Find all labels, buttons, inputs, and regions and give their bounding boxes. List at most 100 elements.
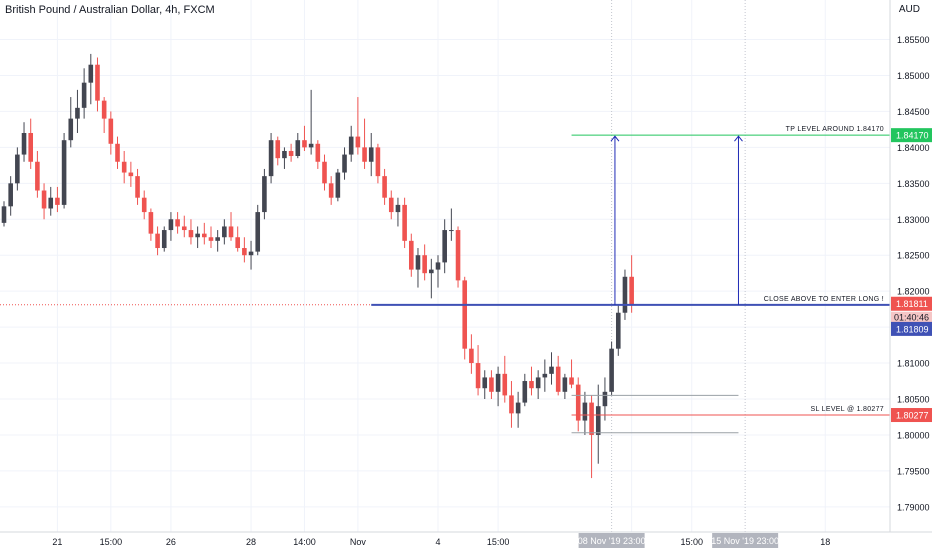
- candle-up: [48, 197, 54, 209]
- candle-down: [388, 197, 394, 213]
- candle-up: [1, 206, 7, 223]
- candle-up: [482, 377, 488, 389]
- time-tick-label: 18: [820, 537, 830, 547]
- candle-down: [589, 402, 594, 435]
- candle-down: [362, 147, 367, 162]
- candle-down: [28, 133, 34, 162]
- candle-up: [562, 377, 568, 392]
- current-price-tag: 1.81811: [896, 299, 928, 309]
- price-axis-bg: [890, 0, 932, 550]
- tp-level-label: TP LEVEL AROUND 1.84170: [786, 126, 884, 133]
- tp-price-tag: 1.84170: [896, 131, 929, 141]
- candle-up: [435, 262, 441, 270]
- candle-up: [262, 176, 267, 213]
- date-tag-label: 08 Nov '19 23:00: [578, 536, 646, 546]
- candle-down: [95, 64, 100, 101]
- price-tick-label: 1.83000: [897, 215, 930, 225]
- candle-up: [442, 230, 447, 263]
- candle-up: [282, 150, 287, 159]
- candle-up: [368, 147, 374, 162]
- price-tick-label: 1.85500: [897, 35, 930, 45]
- candle-up: [602, 391, 608, 407]
- candle-up: [449, 230, 454, 232]
- candles: [1, 53, 634, 479]
- time-tick-label: 28: [246, 537, 256, 547]
- candle-up: [295, 140, 301, 157]
- candle-up: [81, 82, 87, 108]
- time-tick-label: 4: [435, 537, 440, 547]
- candle-up: [515, 402, 521, 414]
- candle-down: [41, 190, 47, 209]
- candle-up: [582, 402, 588, 421]
- price-tick-label: 1.80000: [897, 430, 930, 440]
- candle-down: [382, 176, 387, 198]
- sl-level-label: SL LEVEL @ 1.80277: [811, 406, 884, 413]
- candle-down: [475, 363, 481, 389]
- drawings: TP LEVEL AROUND 1.84170 CLOSE ABOVE TO EN…: [0, 126, 890, 434]
- candle-up: [522, 381, 528, 403]
- candle-up: [542, 373, 548, 378]
- candle-down: [375, 147, 381, 177]
- entry-level-label: CLOSE ABOVE TO ENTER LONG !: [764, 296, 884, 303]
- date-tag-bg: [578, 533, 645, 548]
- price-tick-label: 1.82000: [897, 287, 930, 297]
- candle-up: [61, 140, 67, 205]
- sl-price-tag-bg: [891, 408, 932, 423]
- price-tick-label: 1.81000: [897, 359, 930, 369]
- candle-down: [402, 204, 407, 241]
- candle-down: [188, 230, 194, 238]
- candle-down: [108, 118, 114, 144]
- candle-up: [222, 226, 227, 238]
- candle-up: [248, 251, 254, 256]
- chart-title: British Pound / Australian Dollar, 4h, F…: [5, 4, 215, 16]
- date-tag-bg: [712, 533, 779, 548]
- candle-down: [242, 248, 247, 256]
- candle-down: [408, 240, 414, 270]
- date-tag-label: 15 Nov '19 23:00: [711, 536, 779, 546]
- price-tick-label: 1.79000: [897, 502, 930, 512]
- candle-down: [202, 233, 207, 238]
- candle-down: [322, 161, 327, 184]
- candle-down: [629, 276, 634, 305]
- arrow-head: [610, 135, 620, 142]
- price-tick-label: 1.79500: [897, 466, 930, 476]
- candle-up: [429, 269, 434, 274]
- candle-down: [569, 377, 574, 385]
- candle-down: [489, 377, 494, 392]
- candle-down: [529, 381, 534, 389]
- candle-up: [609, 348, 614, 392]
- candle-up: [549, 366, 554, 374]
- candle-down: [235, 237, 240, 249]
- price-tick-label: 1.84000: [897, 143, 930, 153]
- candle-up: [255, 212, 261, 252]
- candle-up: [415, 255, 421, 270]
- candle-up: [268, 140, 274, 177]
- price-tick-label: 1.83500: [897, 179, 930, 189]
- candle-down: [462, 280, 468, 349]
- price-tick-label: 1.85000: [897, 71, 930, 81]
- candle-up: [88, 64, 94, 83]
- candle-up: [535, 377, 541, 389]
- candle-up: [595, 406, 601, 435]
- candle-down: [422, 255, 427, 274]
- candle-down: [121, 161, 127, 173]
- candle-up: [68, 118, 74, 141]
- countdown-bg: [891, 311, 932, 324]
- time-tick-label: 21: [52, 537, 62, 547]
- candle-up: [348, 136, 354, 155]
- candle-down: [502, 373, 508, 396]
- time-tick-label: 15:00: [100, 537, 123, 547]
- candle-up: [15, 154, 20, 184]
- candle-down: [208, 237, 214, 241]
- time-tick-label: Nov: [350, 537, 367, 547]
- price-tick-label: 1.84500: [897, 107, 930, 117]
- candle-down: [315, 143, 321, 162]
- candle-down: [115, 143, 120, 162]
- candle-down: [288, 150, 294, 157]
- price-tick-label: 1.80500: [897, 395, 930, 405]
- candle-down: [355, 136, 361, 148]
- time-tick-label: 15:00: [487, 537, 510, 547]
- price-axis[interactable]: 1.790001.795001.800001.805001.810001.815…: [897, 35, 930, 512]
- candle-down: [148, 212, 154, 234]
